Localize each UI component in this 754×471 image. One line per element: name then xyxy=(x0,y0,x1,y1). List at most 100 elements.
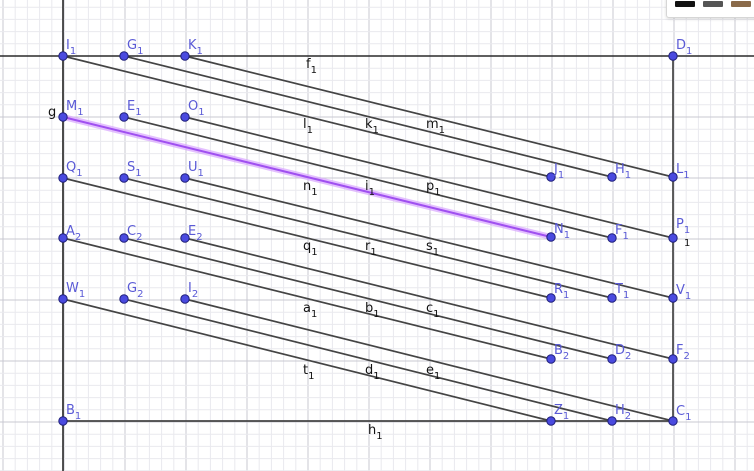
point-L1[interactable] xyxy=(668,172,678,182)
segment-label-subscript: 1 xyxy=(370,247,376,258)
segment-label-name: e xyxy=(426,363,434,378)
point-F2[interactable] xyxy=(668,354,678,364)
point-H2[interactable] xyxy=(607,416,617,426)
point-label-subscript: 2 xyxy=(75,232,81,243)
point-label-name: W xyxy=(66,281,79,296)
segment-label-name: q xyxy=(303,239,311,254)
segment-label-name: m xyxy=(426,117,439,132)
point-label-E1: E1 xyxy=(127,99,142,118)
color-swatch-gray[interactable] xyxy=(703,1,723,7)
point-C2[interactable] xyxy=(119,233,129,243)
segment-label-subscript: 1 xyxy=(684,238,690,249)
segment-label-p1: p1 xyxy=(426,179,441,198)
point-Q1[interactable] xyxy=(58,173,68,183)
point-K1[interactable] xyxy=(180,51,190,61)
point-label-subscript: 1 xyxy=(563,290,569,301)
segment-i1[interactable] xyxy=(184,177,674,299)
point-label-H1: H1 xyxy=(615,162,631,181)
point-S1[interactable] xyxy=(119,173,129,183)
point-label-subscript: 1 xyxy=(564,230,570,241)
segment-label-subscript: 1 xyxy=(434,187,440,198)
point-label-A2: A2 xyxy=(66,224,81,243)
segment-label-subscript: 1 xyxy=(433,247,439,258)
point-G1[interactable] xyxy=(119,51,129,61)
point-label-G1: G1 xyxy=(127,38,143,57)
point-E1[interactable] xyxy=(119,112,129,122)
segment-t1[interactable] xyxy=(62,298,552,422)
segment-r1[interactable] xyxy=(184,237,674,360)
point-R1[interactable] xyxy=(546,293,556,303)
segment-n1[interactable] xyxy=(62,116,552,238)
color-swatch-black[interactable] xyxy=(675,1,695,7)
segment-label-name: f xyxy=(306,57,311,72)
point-label-subscript: 1 xyxy=(198,107,204,118)
point-O1[interactable] xyxy=(180,112,190,122)
segment-label-s1: s1 xyxy=(426,239,439,258)
point-U1[interactable] xyxy=(180,173,190,183)
point-I1[interactable] xyxy=(58,51,68,61)
point-T1[interactable] xyxy=(607,293,617,303)
segment-l1[interactable] xyxy=(62,55,552,178)
segment-p1[interactable] xyxy=(123,116,613,239)
point-label-subscript: 1 xyxy=(563,411,569,422)
point-label-subscript: 2 xyxy=(563,351,569,362)
point-M1[interactable] xyxy=(58,112,68,122)
point-Z1[interactable] xyxy=(546,416,556,426)
segment-k1[interactable] xyxy=(123,55,613,178)
point-label-J1: J1 xyxy=(553,162,564,181)
point-D2[interactable] xyxy=(607,354,617,364)
point-E2[interactable] xyxy=(180,233,190,243)
segment-q1[interactable] xyxy=(62,177,552,299)
point-label-T1: T1 xyxy=(614,282,629,301)
point-C1[interactable] xyxy=(668,416,678,426)
point-J1[interactable] xyxy=(546,172,556,182)
segment-f1[interactable] xyxy=(184,55,674,178)
point-label-name: O xyxy=(188,99,198,114)
point-label-L1: L1 xyxy=(676,162,690,181)
point-label-name: E xyxy=(188,224,196,239)
segment-label-name: a xyxy=(303,301,311,316)
points-layer xyxy=(58,51,678,426)
point-label-F2: F2 xyxy=(676,343,690,362)
point-D1[interactable] xyxy=(668,51,678,61)
point-label-subscript: 1 xyxy=(686,46,692,57)
point-V1[interactable] xyxy=(668,293,678,303)
point-P1[interactable] xyxy=(668,233,678,243)
segment-s1[interactable] xyxy=(123,177,613,299)
point-G2[interactable] xyxy=(119,294,129,304)
point-I2[interactable] xyxy=(180,294,190,304)
color-swatch-brown[interactable] xyxy=(731,1,751,7)
point-label-name: P xyxy=(676,217,684,232)
point-label-C1: C1 xyxy=(676,404,691,423)
point-label-name: I xyxy=(188,281,192,296)
segment-e1[interactable] xyxy=(123,298,613,422)
point-H1[interactable] xyxy=(607,172,617,182)
segment-label-h1: h1 xyxy=(368,423,383,442)
style-toolbar[interactable] xyxy=(666,0,754,18)
point-B1[interactable] xyxy=(58,416,68,426)
segment-label-name: g xyxy=(48,105,56,120)
point-label-subscript: 1 xyxy=(137,46,143,57)
segment-label-q1: q1 xyxy=(303,239,318,258)
point-label-I1: I1 xyxy=(66,38,76,57)
point-A2[interactable] xyxy=(58,233,68,243)
point-label-name: F xyxy=(676,343,683,358)
point-label-Q1: Q1 xyxy=(66,160,83,179)
point-F1[interactable] xyxy=(607,233,617,243)
point-label-name: E xyxy=(127,99,135,114)
segment-m1[interactable] xyxy=(184,116,674,239)
segment-label-unnamed1: 1 xyxy=(684,238,690,249)
segment-a1[interactable] xyxy=(62,237,552,360)
point-W1[interactable] xyxy=(58,294,68,304)
point-B2[interactable] xyxy=(546,354,556,364)
point-label-subscript: 1 xyxy=(198,168,204,179)
point-label-name: D xyxy=(615,343,625,358)
segment-b1[interactable] xyxy=(184,298,674,422)
point-N1[interactable] xyxy=(546,232,556,242)
segment-c1[interactable] xyxy=(123,237,613,360)
point-label-P1: P1 xyxy=(676,217,690,236)
